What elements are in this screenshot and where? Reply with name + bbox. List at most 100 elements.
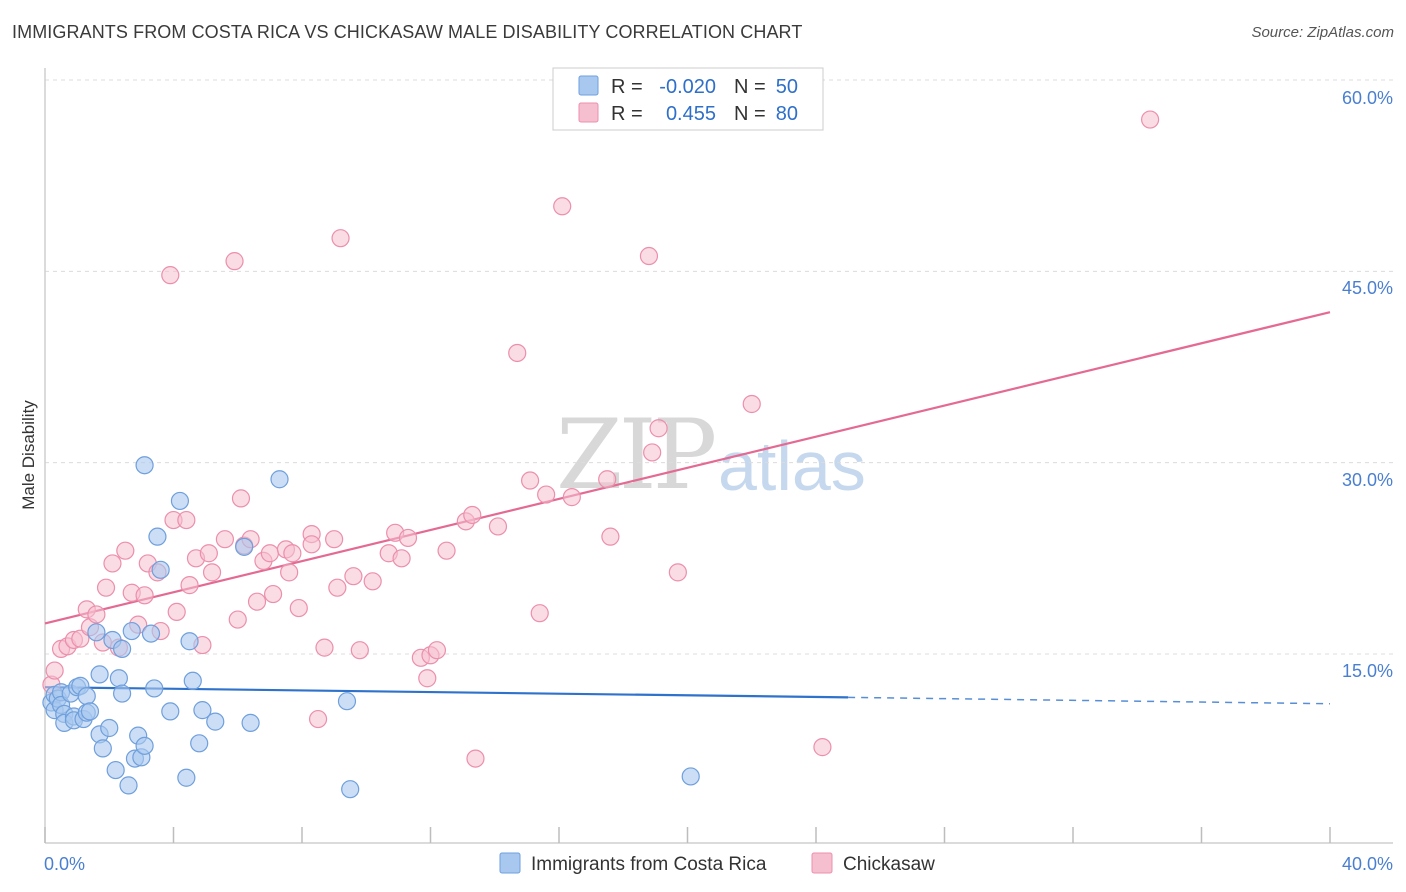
costa-rica-point-35 xyxy=(145,679,164,698)
chickasaw-point-47 xyxy=(325,530,344,549)
costa-rica-trend-line xyxy=(44,686,849,699)
costa-rica-point-51 xyxy=(681,767,700,786)
chickasaw-point-64 xyxy=(466,749,485,768)
costa-rica-point-39 xyxy=(170,491,190,511)
chickasaw-point-35 xyxy=(247,592,267,611)
costa-rica-point-26 xyxy=(112,639,132,658)
chickasaw-point-74 xyxy=(639,246,659,266)
costa-rica-trend-extension xyxy=(848,696,1331,705)
chickasaw-point-27 xyxy=(199,544,218,563)
legend-r-label-1: R = xyxy=(611,76,643,98)
costa-rica-point-50 xyxy=(341,780,360,799)
watermark: ZIP atlas xyxy=(556,399,866,511)
costa-rica-point-19 xyxy=(90,665,109,684)
costa-rica-point-42 xyxy=(183,671,202,690)
watermark-atlas: atlas xyxy=(718,427,866,505)
x-tick-label-min: 0.0% xyxy=(44,854,85,874)
chickasaw-point-20 xyxy=(161,266,180,285)
y-tick-label-60: 60.0% xyxy=(1342,88,1393,108)
costa-rica-point-33 xyxy=(135,456,154,475)
chickasaw-point-32 xyxy=(231,489,251,508)
legend-n-value-2: 80 xyxy=(776,103,798,125)
chickasaw-point-45 xyxy=(308,709,328,729)
chickasaw-point-65 xyxy=(488,517,508,536)
chickasaw-point-22 xyxy=(167,602,186,622)
chickasaw-point-40 xyxy=(280,563,299,582)
source-label: Source: ZipAtlas.com xyxy=(1251,24,1394,41)
stats-legend: R = -0.020 N = 50 R = 0.455 N = 80 xyxy=(552,67,824,131)
chickasaw-point-80 xyxy=(1140,110,1160,129)
chickasaw-point-44 xyxy=(302,535,321,554)
grid xyxy=(45,79,1393,655)
costa-rica-point-24 xyxy=(109,669,128,688)
costa-rica-point-46 xyxy=(235,537,254,556)
costa-rica-point-37 xyxy=(151,560,170,579)
chickasaw-point-60 xyxy=(427,641,447,660)
costa-rica-point-23 xyxy=(106,760,125,780)
costa-rica-point-40 xyxy=(177,768,196,787)
series-legend-swatch-costa-rica xyxy=(499,852,521,874)
series-legend-swatch-chickasaw xyxy=(811,852,833,874)
costa-rica-point-47 xyxy=(241,713,260,732)
chickasaw-point-10 xyxy=(96,578,116,597)
legend-r-label-2: R = xyxy=(611,103,643,125)
chickasaw-point-76 xyxy=(649,419,668,438)
costa-rica-point-34 xyxy=(141,624,161,643)
trend-lines xyxy=(44,311,1331,705)
chickasaw-point-72 xyxy=(598,470,617,489)
chickasaw-point-56 xyxy=(398,528,418,548)
chickasaw-point-48 xyxy=(328,578,347,597)
series-legend: Immigrants from Costa Rica Chickasaw xyxy=(499,852,935,875)
costa-rica-point-17 xyxy=(87,623,106,642)
chickasaw-point-61 xyxy=(437,541,456,560)
chickasaw-point-28 xyxy=(202,563,222,582)
chickasaw-point-77 xyxy=(668,563,687,582)
chickasaw-point-68 xyxy=(530,604,549,623)
chickasaw-point-31 xyxy=(228,610,247,629)
legend-n-label-1: N = xyxy=(734,76,766,98)
legend-r-value-2: 0.455 xyxy=(666,103,716,125)
chickasaw-point-49 xyxy=(331,229,350,248)
chickasaw-point-30 xyxy=(225,252,244,271)
chickasaw-point-63 xyxy=(463,505,482,525)
series-legend-label-costa-rica: Immigrants from Costa Rica xyxy=(531,854,767,875)
chickasaw-point-23 xyxy=(177,510,196,530)
chart-title: IMMIGRANTS FROM COSTA RICA VS CHICKASAW … xyxy=(12,22,803,42)
costa-rica-point-38 xyxy=(161,702,180,721)
chickasaw-points xyxy=(42,110,1160,768)
costa-rica-point-16 xyxy=(80,702,100,721)
chickasaw-point-69 xyxy=(537,485,556,504)
chickasaw-point-13 xyxy=(116,541,135,560)
legend-n-value-1: 50 xyxy=(776,76,798,98)
chickasaw-point-11 xyxy=(103,554,122,573)
legend-n-label-2: N = xyxy=(734,103,766,125)
costa-rica-point-36 xyxy=(148,527,167,546)
y-tick-label-45: 45.0% xyxy=(1342,278,1393,298)
y-axis-label: Male Disability xyxy=(19,400,38,510)
chickasaw-point-46 xyxy=(315,638,334,657)
costa-rica-point-21 xyxy=(100,718,119,738)
chickasaw-point-73 xyxy=(601,527,620,546)
legend-r-value-1: -0.020 xyxy=(659,76,716,98)
axes xyxy=(44,68,1393,844)
costa-rica-points xyxy=(42,456,700,799)
chickasaw-trend-line xyxy=(44,311,1331,625)
chickasaw-point-41 xyxy=(283,544,302,563)
chickasaw-point-66 xyxy=(508,343,527,363)
costa-rica-point-41 xyxy=(180,632,199,651)
chickasaw-point-67 xyxy=(520,471,540,490)
chickasaw-point-37 xyxy=(260,544,279,563)
costa-rica-point-25 xyxy=(112,684,132,703)
chickasaw-point-79 xyxy=(813,738,832,757)
costa-rica-point-44 xyxy=(193,701,212,720)
chickasaw-point-1 xyxy=(45,661,64,680)
chickasaw-point-50 xyxy=(344,567,363,586)
costa-rica-point-32 xyxy=(135,736,154,755)
y-tick-label-30: 30.0% xyxy=(1342,470,1393,490)
costa-rica-point-48 xyxy=(270,470,289,489)
costa-rica-point-27 xyxy=(119,776,138,795)
chickasaw-point-51 xyxy=(350,641,369,660)
chickasaw-point-75 xyxy=(643,443,662,462)
costa-rica-point-43 xyxy=(190,734,209,753)
